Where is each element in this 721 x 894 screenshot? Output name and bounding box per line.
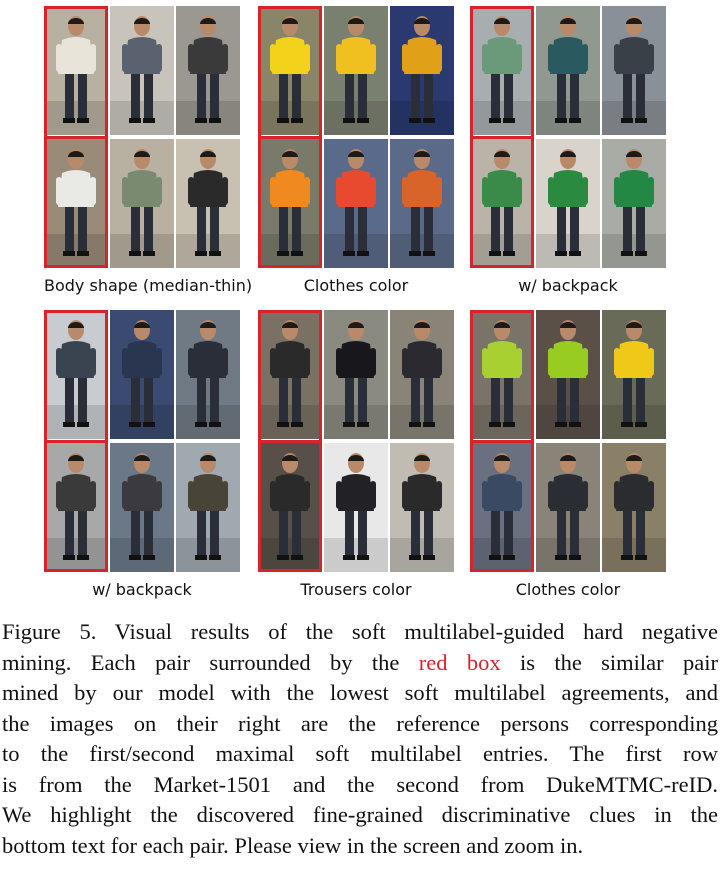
person-image — [324, 6, 388, 135]
group-label: Trousers color — [300, 580, 412, 599]
person-image — [44, 443, 108, 572]
person-image — [324, 139, 388, 268]
person-image — [602, 6, 666, 135]
person-image — [390, 443, 454, 572]
image-grid — [470, 310, 666, 572]
group-label: w/ backpack — [92, 580, 192, 599]
person-image — [390, 6, 454, 135]
caption-line-8: bottom text for each pair. Please view i… — [2, 832, 584, 858]
image-grid — [44, 310, 240, 572]
person-image — [258, 310, 322, 439]
figure-group-2: Clothes color — [258, 6, 454, 295]
person-image — [536, 310, 600, 439]
person-image — [602, 443, 666, 572]
person-image — [470, 139, 534, 268]
person-image — [176, 310, 240, 439]
figure-caption: Figure 5. Visual results of the soft mul… — [2, 617, 718, 861]
person-image — [258, 6, 322, 135]
caption-line-6: is from the Market-1501 and the second f… — [2, 771, 718, 797]
person-image — [602, 310, 666, 439]
group-label: Body shape (median-thin) — [44, 276, 253, 295]
image-grid — [258, 310, 454, 572]
group-label: Clothes color — [303, 276, 409, 295]
person-image — [110, 443, 174, 572]
figure-group-1: Body shape (median-thin) — [44, 6, 252, 295]
person-image — [110, 139, 174, 268]
person-image — [44, 6, 108, 135]
image-grid — [44, 6, 240, 268]
person-image — [470, 443, 534, 572]
person-image — [390, 310, 454, 439]
figure-group-6: Clothes color — [470, 310, 666, 599]
caption-line-1: Figure 5. Visual results of the soft mul… — [2, 619, 718, 644]
person-image — [324, 310, 388, 439]
caption-red-box-text: red box — [418, 649, 501, 675]
person-image — [470, 310, 534, 439]
person-image — [110, 6, 174, 135]
caption-line-3: mined by our model with the lowest soft … — [2, 680, 718, 705]
group-label: Clothes color — [515, 580, 621, 599]
group-label: w/ backpack — [518, 276, 618, 295]
person-image — [602, 139, 666, 268]
caption-line-4: the images on their right are the refere… — [2, 710, 718, 736]
caption-line-5: to the first/second maximal soft multila… — [2, 741, 718, 766]
person-image — [176, 443, 240, 572]
person-image — [390, 139, 454, 268]
caption-text: is the similar pair — [500, 649, 718, 675]
person-image — [258, 139, 322, 268]
person-image — [44, 310, 108, 439]
caption-line-2: mining. Each pair surrounded by the red … — [2, 648, 718, 679]
person-image — [258, 443, 322, 572]
person-image — [44, 139, 108, 268]
person-image — [536, 139, 600, 268]
person-image — [110, 310, 174, 439]
person-image — [324, 443, 388, 572]
figure-group-5: Trousers color — [258, 310, 454, 599]
person-image — [176, 6, 240, 135]
person-image — [470, 6, 534, 135]
figure-group-4: w/ backpack — [44, 310, 240, 599]
image-grid — [258, 6, 454, 268]
caption-text: mining. Each pair surrounded by the — [2, 649, 419, 675]
person-image — [536, 6, 600, 135]
image-grid — [470, 6, 666, 268]
caption-line-7: We highlight the discovered fine-grained… — [2, 802, 718, 827]
person-image — [536, 443, 600, 572]
figure-group-3: w/ backpack — [470, 6, 666, 295]
person-image — [176, 139, 240, 268]
figure-grid: Body shape (median-thin) Clothes color w/ … — [44, 6, 666, 599]
